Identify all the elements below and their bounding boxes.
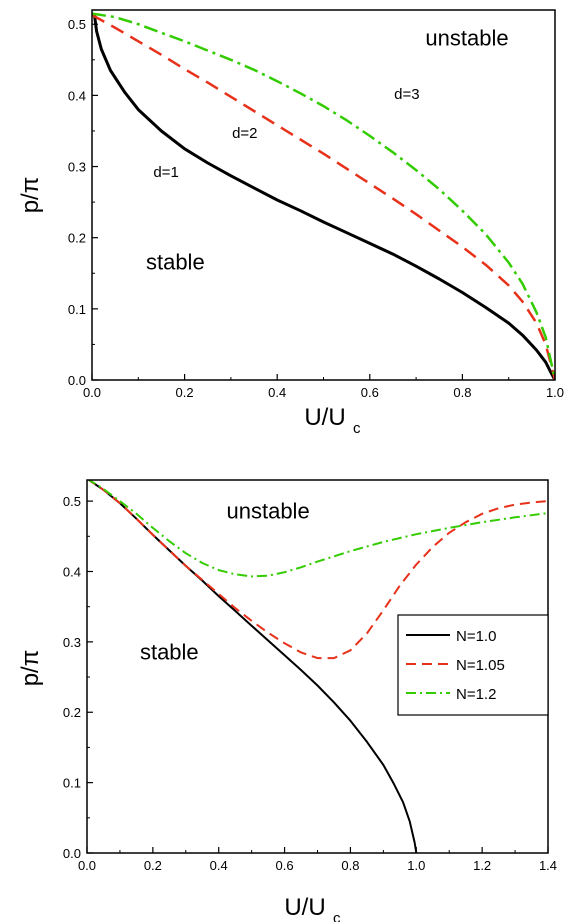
series-line-d-2 xyxy=(92,13,555,380)
x-tick-label: 0.2 xyxy=(176,385,194,400)
y-tick-label: 0.3 xyxy=(68,160,86,175)
x-tick-label: 0.0 xyxy=(78,858,96,873)
x-tick-label: 0.4 xyxy=(268,385,286,400)
y-tick-label: 0.2 xyxy=(63,705,81,720)
annotation-unstable: unstable xyxy=(227,499,310,524)
y-tick-label: 0.5 xyxy=(68,17,86,32)
x-tick-label: 0.6 xyxy=(361,385,379,400)
chart-panel-2: 0.0 0.2 0.4 0.6 0.8 1.0 1.2 1.4 0.0 0.1 0.2 0.3 0.4 0… xyxy=(17,479,557,922)
annotation-d-3: d=3 xyxy=(394,86,419,103)
y-tick-label: 0.5 xyxy=(63,494,81,509)
y-tick-label: 0.1 xyxy=(68,302,86,317)
legend-entry-label: N=1.2 xyxy=(456,686,496,703)
y-tick-label: 0.4 xyxy=(68,88,86,103)
x-tick-label: 0.8 xyxy=(453,385,471,400)
x-tick-label: 1.0 xyxy=(407,858,425,873)
x-axis-title-subscript: c xyxy=(353,420,361,437)
series-line-n-1-0 xyxy=(87,480,418,853)
annotation-stable: stable xyxy=(140,639,199,664)
x-axis-title: U/U xyxy=(284,894,325,921)
plot-frame xyxy=(91,9,556,381)
x-axis-title: U/U xyxy=(304,404,345,431)
legend-entry-label: N=1.0 xyxy=(456,628,496,645)
y-axis-title: p/π xyxy=(17,650,44,687)
series-line-d-3 xyxy=(92,12,555,380)
y-tick-label: 0.3 xyxy=(63,635,81,650)
x-tick-label: 1.0 xyxy=(546,385,564,400)
x-tick-label: 1.2 xyxy=(473,858,491,873)
x-tick-label: 0.0 xyxy=(83,385,101,400)
legend-entry-label: N=1.05 xyxy=(456,657,505,674)
legend: N=1.0 N=1.05 N=1.2 xyxy=(397,614,549,716)
y-tick-label: 0.0 xyxy=(63,846,81,861)
series-line-n-1-05 xyxy=(87,480,548,660)
x-tick-label: 1.4 xyxy=(539,858,557,873)
annotation-d-2: d=2 xyxy=(232,125,257,142)
y-tick-label: 0.1 xyxy=(63,776,81,791)
annotation-d-1: d=1 xyxy=(153,164,178,181)
annotation-unstable: unstable xyxy=(425,26,508,51)
series-line-n-1-2 xyxy=(87,480,548,578)
x-tick-label: 0.6 xyxy=(276,858,294,873)
annotation-stable: stable xyxy=(146,250,205,275)
chart-panel-1: 0.0 0.2 0.4 0.6 0.8 1.0 0.0 0.1 0.2 0.3 0.4 0.5 p/π U… xyxy=(17,9,564,437)
y-tick-label: 0.4 xyxy=(63,564,81,579)
x-tick-label: 0.4 xyxy=(210,858,228,873)
y-axis-title: p/π xyxy=(17,177,44,214)
y-tick-label: 0.0 xyxy=(68,373,86,388)
series-line-d-1 xyxy=(92,13,555,380)
y-tick-label: 0.2 xyxy=(68,231,86,246)
x-tick-label: 0.8 xyxy=(341,858,359,873)
x-tick-label: 0.2 xyxy=(144,858,162,873)
x-axis-title-subscript: c xyxy=(333,910,341,922)
